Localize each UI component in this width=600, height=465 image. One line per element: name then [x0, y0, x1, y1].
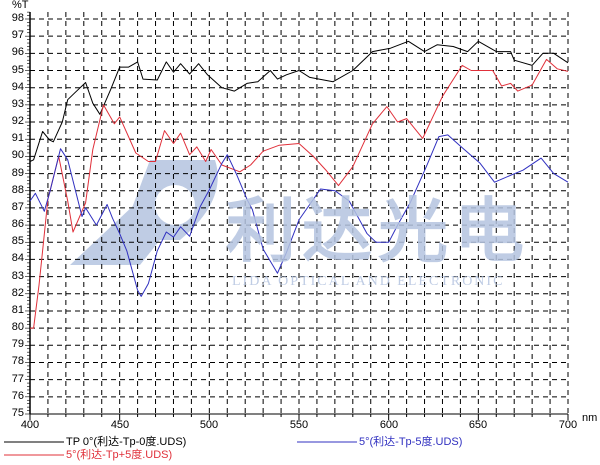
- y-tick-label: 91: [11, 132, 24, 144]
- x-axis-label: nm: [582, 412, 598, 424]
- series-group: [29, 40, 569, 329]
- y-tick-label: 78: [11, 355, 24, 367]
- y-tick-label: 77: [11, 373, 24, 385]
- y-tick-label: 86: [11, 218, 24, 230]
- y-tick-label: 90: [11, 149, 24, 161]
- series-line-2: [29, 134, 569, 297]
- y-tick-label: 80: [11, 321, 24, 333]
- x-tick-label: 450: [110, 419, 130, 431]
- y-tick-label: 94: [11, 81, 24, 93]
- x-tick-label: 550: [289, 419, 309, 431]
- y-tick-label: 82: [11, 287, 24, 299]
- x-tick-label: 400: [20, 419, 40, 431]
- legend-label-1: 5°(利达-Tp+5度.UDS): [66, 449, 173, 461]
- y-tick-label: 75: [11, 407, 24, 419]
- y-tick-label: 95: [11, 64, 24, 76]
- y-tick-label: 81: [11, 304, 24, 316]
- y-tick-label: 92: [11, 115, 24, 127]
- y-axis-label: %T: [12, 0, 29, 11]
- watermark-logo: [70, 160, 218, 265]
- legend-label-2: 5°(利达-Tp-5度.UDS): [359, 436, 463, 448]
- y-tick-label: 87: [11, 201, 24, 213]
- series-line-0: [29, 40, 569, 162]
- x-tick-label: 650: [468, 419, 488, 431]
- grid: [30, 12, 569, 414]
- y-tick-label: 88: [11, 184, 24, 196]
- y-tick-label: 96: [11, 46, 24, 58]
- y-tick-label: 93: [11, 98, 24, 110]
- y-tick-label: 79: [11, 338, 24, 350]
- logo-shape: [155, 185, 195, 225]
- y-tick-label: 97: [11, 29, 24, 41]
- watermark-en-text: LIDA OPTICAL AND ELECTRONIC: [232, 274, 505, 289]
- x-tick-label: 600: [379, 419, 399, 431]
- y-tick-label: 84: [11, 252, 24, 264]
- legend-label-0: TP 0°(利达-Tp-0度.UDS): [66, 436, 187, 448]
- series-line-1: [30, 58, 569, 329]
- y-tick-label: 98: [11, 12, 24, 24]
- watermark-cn-text: 利达光电: [226, 190, 530, 272]
- y-tick-label: 76: [11, 390, 24, 402]
- axes: [25, 11, 569, 420]
- x-tick-label: 500: [199, 419, 219, 431]
- y-tick-label: 83: [11, 270, 24, 282]
- y-tick-label: 85: [11, 235, 24, 247]
- legend-swatches: [4, 441, 357, 456]
- y-tick-label: 89: [11, 167, 24, 179]
- x-tick-label: 700: [558, 419, 578, 431]
